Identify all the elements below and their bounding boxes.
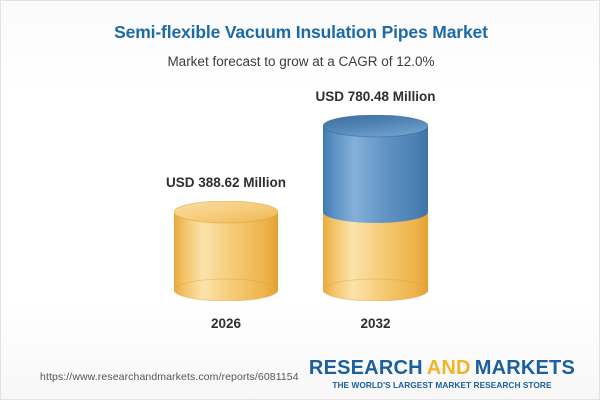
bar-group-2026: USD 388.62 Million [166, 175, 286, 331]
cylinder-2026 [174, 201, 278, 301]
chart-plot-area: USD 388.62 Million [1, 1, 600, 346]
research-and-markets-logo[interactable]: RESEARCH AND MARKETS THE WORLD'S LARGEST M… [309, 358, 575, 389]
chart-subtitle: Market forecast to grow at a CAGR of 12.… [167, 54, 435, 69]
logo-word-research: RESEARCH [308, 357, 423, 379]
bar-category-label-2026: 2026 [210, 316, 242, 331]
logo-word-and: AND [426, 357, 471, 379]
logo-tagline: THE WORLD'S LARGEST MARKET RESEARCH STOR… [332, 380, 552, 390]
bar-value-label-2026: USD 388.62 Million [165, 175, 287, 190]
bar-value-label-2032: USD 780.48 Million [315, 89, 436, 104]
chart-title: Semi-flexible Vacuum Insulation Pipes Ma… [114, 22, 488, 42]
bar-group-2032: USD 780.48 Million [315, 89, 435, 331]
logo-wordmark: RESEARCH AND MARKETS [309, 358, 575, 378]
source-url[interactable]: https://www.researchandmarkets.com/repor… [40, 371, 299, 383]
bar-category-label-2032: 2032 [360, 316, 391, 331]
cylinder-2032 [323, 115, 428, 301]
logo-word-markets: MARKETS [474, 357, 575, 379]
